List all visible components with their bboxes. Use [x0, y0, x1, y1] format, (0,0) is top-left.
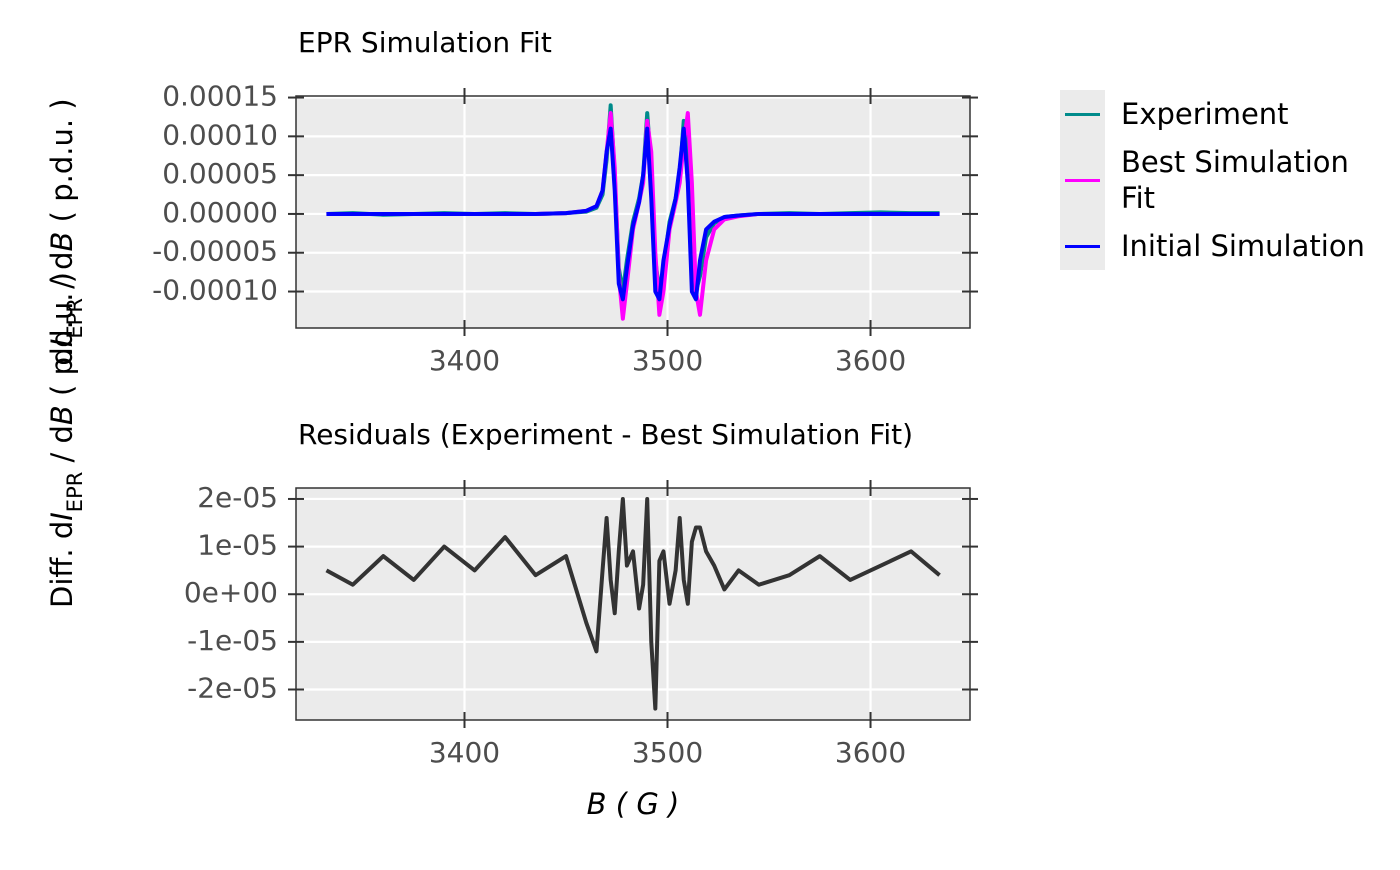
x-tick-label: 3400 [429, 344, 500, 377]
legend-key [1060, 222, 1105, 270]
chart-title: Residuals (Experiment - Best Simulation … [298, 418, 913, 451]
x-tick-label: 3500 [632, 736, 703, 769]
y-tick-label: 0e+00 [184, 576, 278, 609]
legend-label: Experiment [1121, 97, 1289, 131]
legend-key [1060, 90, 1105, 138]
y-tick-label: 1e-05 [197, 529, 278, 562]
axis-label-part: EPR [63, 298, 87, 339]
axis-label: B ( G ) [587, 787, 680, 821]
series-line [325, 496, 941, 711]
y-tick-label: -2e-05 [187, 672, 278, 705]
legend-key [1060, 138, 1105, 222]
legend-label: Best Simulation Fit [1121, 145, 1349, 215]
x-tick-label: 3500 [632, 344, 703, 377]
y-tick-label: -1e-05 [187, 624, 278, 657]
axis-label-part: ( p.d.u. ) [45, 98, 79, 231]
panel-border [295, 487, 971, 721]
axis-label: Diff. dIEPR / dB ( p.d.u. ) [45, 272, 87, 608]
axis-label: dIEPR / dB ( p.d.u. ) [45, 98, 87, 365]
axis-label-part: ( G ) [607, 787, 680, 821]
axis-label-part: / d [45, 251, 79, 298]
y-tick-label: 0.00010 [162, 118, 278, 151]
axis-label-part: B [45, 405, 79, 425]
y-tick-label: 0.00000 [162, 196, 278, 229]
axis-label-part: Diff. d [45, 521, 79, 608]
legend-item: Best Simulation Fit [1060, 138, 1390, 222]
y-tick-label: -0.00010 [152, 274, 278, 307]
x-tick-label: 3400 [429, 736, 500, 769]
x-tick-label: 3600 [835, 344, 906, 377]
axis-label-part: ( p.d.u. ) [45, 272, 79, 405]
legend-item: Initial Simulation [1060, 222, 1390, 270]
y-tick-label: 0.00015 [162, 80, 278, 113]
legend-label: Initial Simulation [1121, 229, 1365, 263]
legend: Experiment Best Simulation Fit Initial Sim… [1060, 90, 1390, 270]
legend-item: Experiment [1060, 90, 1390, 138]
panel-background [296, 488, 970, 720]
chart-title: EPR Simulation Fit [298, 26, 552, 59]
panel-border [295, 95, 971, 329]
axis-label-part: I [45, 512, 79, 521]
axis-label-part: d [45, 347, 79, 365]
legend-line [1065, 179, 1100, 182]
axis-label-part: EPR [63, 472, 87, 513]
axis-label-part: B [45, 232, 79, 252]
axis-label-part: / d [45, 425, 79, 472]
y-tick-label: -0.00005 [152, 235, 278, 268]
legend-line [1065, 245, 1100, 248]
axis-label-part: B [587, 787, 607, 821]
y-tick-label: 0.00005 [162, 157, 278, 190]
legend-line [1065, 113, 1100, 116]
axis-label-part: I [45, 339, 79, 348]
x-tick-label: 3600 [835, 736, 906, 769]
y-tick-label: 2e-05 [197, 481, 278, 514]
series-line [326, 126, 940, 302]
